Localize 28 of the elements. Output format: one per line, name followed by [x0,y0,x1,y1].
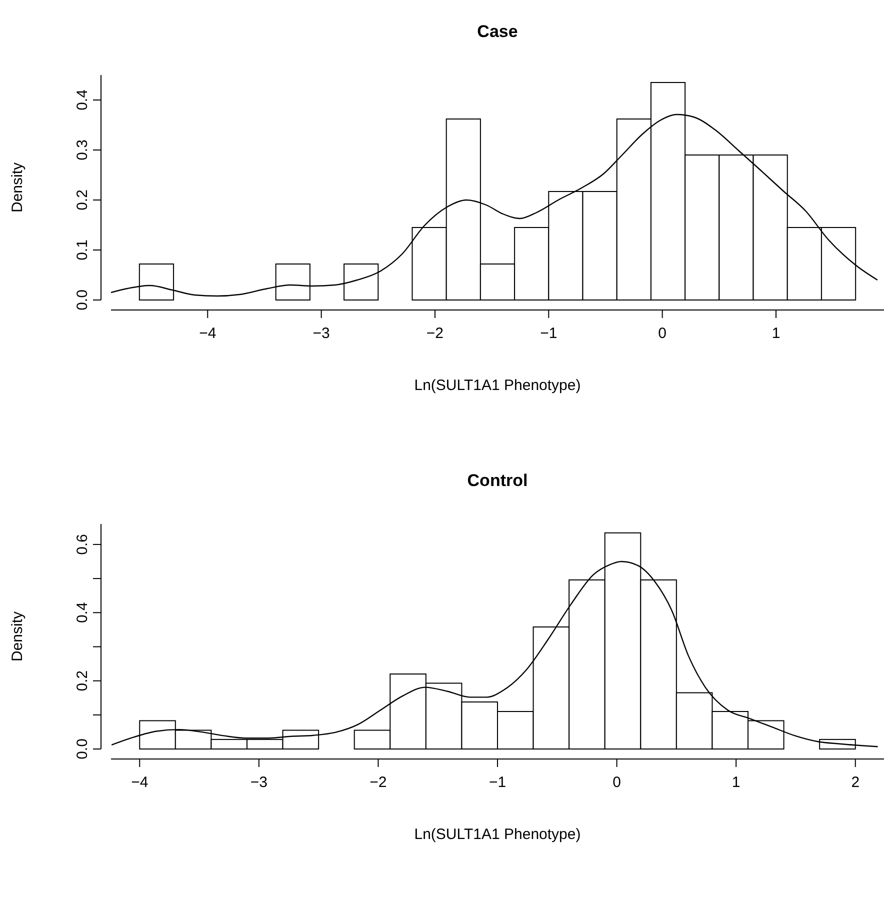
x-tick-label: −3 [312,325,330,342]
x-tick-label: −1 [540,325,558,342]
x-tick-label: 2 [851,774,860,791]
x-tick-label: −1 [488,774,506,791]
x-axis-title: Ln(SULT1A1 Phenotype) [414,377,581,394]
y-tick-label: 0.4 [74,602,91,624]
y-tick-label: 0.0 [74,738,91,760]
chart-title: Case [477,22,518,41]
y-tick-label: 0.0 [74,290,91,310]
x-tick-label: −2 [370,774,387,791]
x-tick-label: 0 [658,325,667,342]
x-tick-label: −3 [250,774,268,791]
x-axis-title: Ln(SULT1A1 Phenotype) [414,826,581,843]
x-tick-label: 0 [612,774,621,791]
y-tick-label: 0.2 [74,190,91,210]
y-tick-label: 0.6 [74,534,91,555]
y-axis-title: Density [9,611,26,662]
x-tick-label: −2 [426,325,444,342]
y-axis-title: Density [9,162,26,213]
y-tick-label: 0.4 [74,90,91,110]
x-tick-label: 1 [772,325,780,342]
y-tick-label: 0.2 [74,670,91,692]
x-tick-label: 1 [732,774,740,791]
x-tick-label: −4 [131,774,148,791]
chart-title: Control [467,471,528,490]
x-tick-label: −4 [199,325,216,342]
y-tick-label: 0.3 [74,140,91,160]
y-tick-label: 0.1 [74,240,91,260]
